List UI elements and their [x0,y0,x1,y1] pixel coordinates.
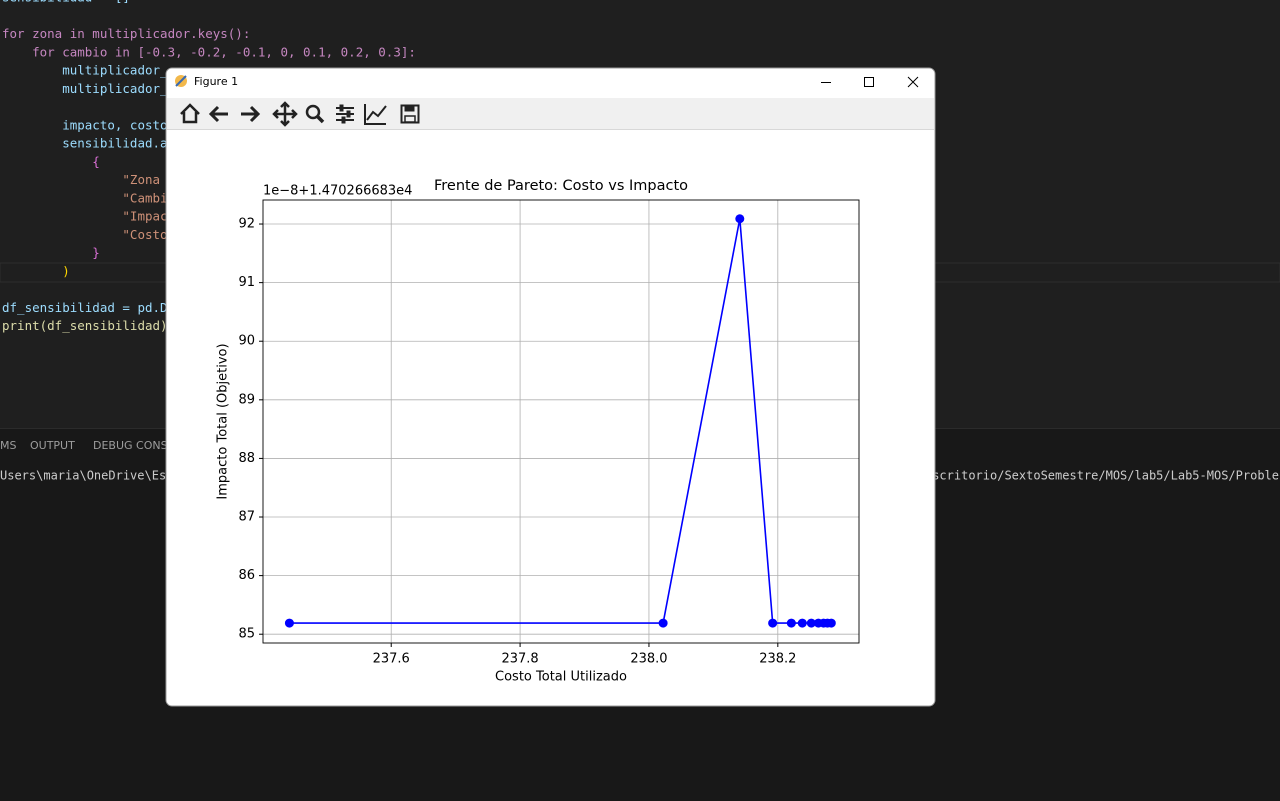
minimize-button[interactable] [806,70,846,96]
code-line: "Costo [2,227,168,242]
data-point [806,618,816,628]
code-line: "Zona [2,172,160,187]
x-tick-label: 237.6 [373,652,410,667]
panel-tab[interactable]: MS [0,439,16,452]
window-title: Figure 1 [194,75,238,88]
panel-tab[interactable]: OUTPUT [30,439,75,452]
y-tick-label: 92 [238,217,255,232]
panel-tab[interactable]: DEBUG CONSO [93,439,177,452]
maximize-button[interactable] [849,70,889,96]
data-point [786,618,796,628]
code-line: sensibilidad.a [2,136,168,151]
data-point [768,618,778,628]
x-tick-label: 237.8 [501,652,538,667]
chart: 237.6 237.8 238.0 238.2 85 86 87 88 89 90 91 92 Fren… [216,178,860,685]
data-point [284,618,294,628]
zoom-button[interactable] [305,104,325,124]
y-axis-label: Impacto Total (Objetivo) [216,343,231,499]
y-offset-text: 1e−8+1.470266683e4 [263,184,412,199]
plot-frame [262,199,860,644]
code-lines: sensibilidad = [] for zona in multiplicad… [2,0,416,333]
y-tick-label: 87 [238,510,255,525]
back-button[interactable] [208,105,228,123]
code-line: "Impac [2,209,168,224]
axes-button[interactable] [364,104,387,125]
y-tick-label: 86 [238,568,255,583]
code-line: impacto, costo [2,117,168,132]
pan-button[interactable] [272,101,298,127]
chart-title: Frente de Pareto: Costo vs Impacto [434,178,688,194]
y-tick-label: 90 [238,334,255,349]
window-frame [165,67,936,707]
data-point [826,618,836,628]
x-axis-label: Costo Total Utilizado [495,670,627,685]
y-tick-label: 91 [238,275,255,290]
window-icon [175,75,187,87]
configure-button[interactable] [336,104,354,124]
x-tick-label: 238.2 [759,652,796,667]
close-button[interactable] [892,70,934,96]
code-line: { [2,154,100,169]
code-line: } [2,245,100,260]
terminal-text: ve/Escritorio/SextoSemestre/MOS/lab5/Lab… [903,469,1279,483]
data-point [658,618,668,628]
code-line: ) [2,263,70,278]
data-point [797,618,807,628]
code-line: multiplicador_ [2,63,168,78]
code-line: multiplicador_ [2,81,168,96]
figure-window: Figure 1 [165,67,936,707]
code-line: for cambio in [-0.3, -0.2, -0.1, 0, 0.1,… [2,44,416,59]
code-line: for zona in multiplicador.keys(): [2,26,250,41]
code-line: print(df_sensibilidad) [2,318,168,333]
y-tick-label: 88 [238,451,255,466]
data-point [735,214,745,224]
toolbar-icons [180,101,420,127]
forward-button[interactable] [241,105,261,123]
home-button[interactable] [180,103,200,124]
terminal-text: Users\maria\OneDrive\Escr [0,469,181,483]
code-line: sensibilidad = [] [2,0,130,5]
save-button[interactable] [400,104,420,124]
y-tick-label: 89 [238,392,255,407]
y-tick-label: 85 [238,627,255,642]
code-line: "Cambi [2,190,168,205]
code-line: df_sensibilidad = pd.D [2,300,168,315]
x-tick-label: 238.0 [630,652,667,667]
panel: MS OUTPUT DEBUG CONSO Users\maria\OneDrive\… [0,439,1279,483]
